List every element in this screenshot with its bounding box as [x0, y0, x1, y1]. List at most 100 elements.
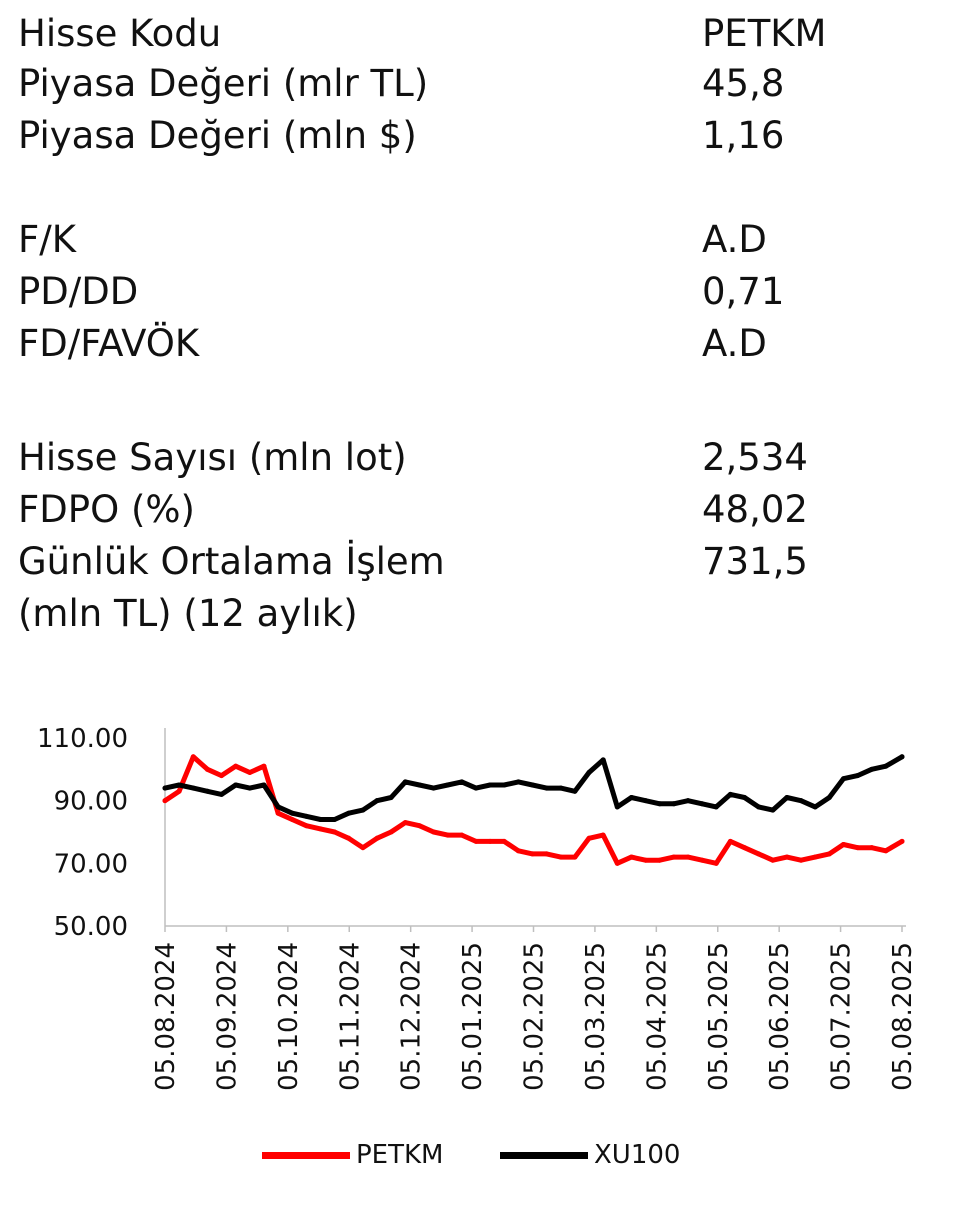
data-point-xu100	[855, 773, 861, 779]
data-point-petkm	[727, 838, 733, 844]
data-point-petkm	[614, 860, 620, 866]
data-point-xu100	[346, 810, 352, 816]
data-point-xu100	[431, 785, 437, 791]
info-label: F/K	[18, 218, 77, 261]
data-point-xu100	[473, 785, 479, 791]
data-point-xu100	[529, 782, 535, 788]
data-point-petkm	[826, 851, 832, 857]
y-tick-label: 110.00	[37, 724, 128, 754]
x-tick-label: 05.01.2025	[458, 942, 488, 1091]
data-point-xu100	[388, 795, 394, 801]
data-point-petkm	[586, 835, 592, 841]
data-point-petkm	[501, 838, 507, 844]
data-point-petkm	[162, 798, 168, 804]
data-point-petkm	[529, 851, 535, 857]
data-point-xu100	[643, 798, 649, 804]
data-point-petkm	[275, 810, 281, 816]
data-point-xu100	[812, 804, 818, 810]
x-tick-label: 05.03.2025	[581, 942, 611, 1091]
info-label: Piyasa Değeri (mlr TL)	[18, 62, 429, 105]
info-value: A.D	[702, 218, 767, 261]
y-tick-label: 90.00	[54, 787, 128, 817]
info-label: PD/DD	[18, 270, 139, 313]
info-label: Hisse Kodu	[18, 12, 222, 55]
x-tick-label: 05.10.2024	[274, 942, 304, 1091]
data-point-petkm	[643, 857, 649, 863]
data-point-petkm	[233, 763, 239, 769]
info-value: PETKM	[702, 12, 827, 55]
data-point-petkm	[899, 838, 905, 844]
data-point-xu100	[628, 795, 634, 801]
data-point-xu100	[671, 801, 677, 807]
legend-label-petkm: PETKM	[356, 1140, 444, 1170]
data-point-xu100	[544, 785, 550, 791]
data-point-xu100	[190, 785, 196, 791]
x-tick-label: 05.05.2025	[704, 942, 734, 1091]
data-point-xu100	[883, 763, 889, 769]
info-value: 2,534	[702, 436, 808, 479]
data-point-xu100	[275, 804, 281, 810]
data-point-petkm	[332, 829, 338, 835]
x-tick-label: 05.04.2025	[642, 942, 672, 1091]
data-point-xu100	[515, 779, 521, 785]
data-point-petkm	[742, 845, 748, 851]
data-point-petkm	[855, 845, 861, 851]
data-point-petkm	[388, 829, 394, 835]
data-point-petkm	[431, 829, 437, 835]
data-point-petkm	[812, 854, 818, 860]
data-point-petkm	[869, 845, 875, 851]
data-point-xu100	[869, 766, 875, 772]
data-point-petkm	[756, 851, 762, 857]
data-point-xu100	[247, 785, 253, 791]
data-point-petkm	[784, 854, 790, 860]
data-point-petkm	[416, 823, 422, 829]
data-point-petkm	[544, 851, 550, 857]
data-point-xu100	[162, 785, 168, 791]
y-tick-label: 50.00	[54, 912, 128, 942]
x-tick-label: 05.02.2025	[520, 942, 550, 1091]
x-tick-label: 05.06.2025	[765, 942, 795, 1091]
data-point-xu100	[586, 769, 592, 775]
info-label: Piyasa Değeri (mln $)	[18, 114, 417, 157]
legend-item-petkm: PETKM	[262, 1140, 443, 1170]
x-tick-label: 05.08.2024	[151, 942, 181, 1091]
data-point-xu100	[487, 782, 493, 788]
info-value: 1,16	[702, 114, 785, 157]
info-label: FD/FAVÖK	[18, 322, 200, 365]
data-point-petkm	[247, 769, 253, 775]
x-tick-label: 05.12.2024	[397, 942, 427, 1091]
data-point-petkm	[628, 854, 634, 860]
data-point-petkm	[190, 754, 196, 760]
data-point-xu100	[699, 801, 705, 807]
info-label: Hisse Sayısı (mln lot)	[18, 436, 407, 479]
data-point-petkm	[657, 857, 663, 863]
x-tick-label: 05.07.2025	[827, 942, 857, 1091]
data-point-xu100	[416, 782, 422, 788]
data-point-petkm	[798, 857, 804, 863]
data-point-xu100	[374, 798, 380, 804]
data-point-petkm	[303, 823, 309, 829]
data-point-xu100	[600, 757, 606, 763]
data-point-xu100	[614, 804, 620, 810]
data-point-xu100	[261, 782, 267, 788]
data-point-petkm	[289, 816, 295, 822]
data-point-petkm	[572, 854, 578, 860]
data-point-xu100	[756, 804, 762, 810]
info-label: Günlük Ortalama İşlem	[18, 540, 445, 583]
info-label: (mln TL) (12 aylık)	[18, 592, 358, 635]
data-point-xu100	[713, 804, 719, 810]
legend-swatch-petkm	[262, 1151, 350, 1159]
info-value: 48,02	[702, 488, 808, 531]
data-point-petkm	[671, 854, 677, 860]
data-point-petkm	[840, 842, 846, 848]
data-point-xu100	[233, 782, 239, 788]
data-point-petkm	[558, 854, 564, 860]
info-label: FDPO (%)	[18, 488, 195, 531]
data-point-xu100	[742, 795, 748, 801]
chart-legend: PETKM XU100	[0, 1140, 960, 1180]
data-point-xu100	[685, 798, 691, 804]
data-point-xu100	[840, 776, 846, 782]
line-chart: 50.00 70.00 90.00 110.00 05.08.2024 05.09.202…	[37, 724, 918, 1091]
data-point-xu100	[360, 807, 366, 813]
data-point-petkm	[402, 820, 408, 826]
